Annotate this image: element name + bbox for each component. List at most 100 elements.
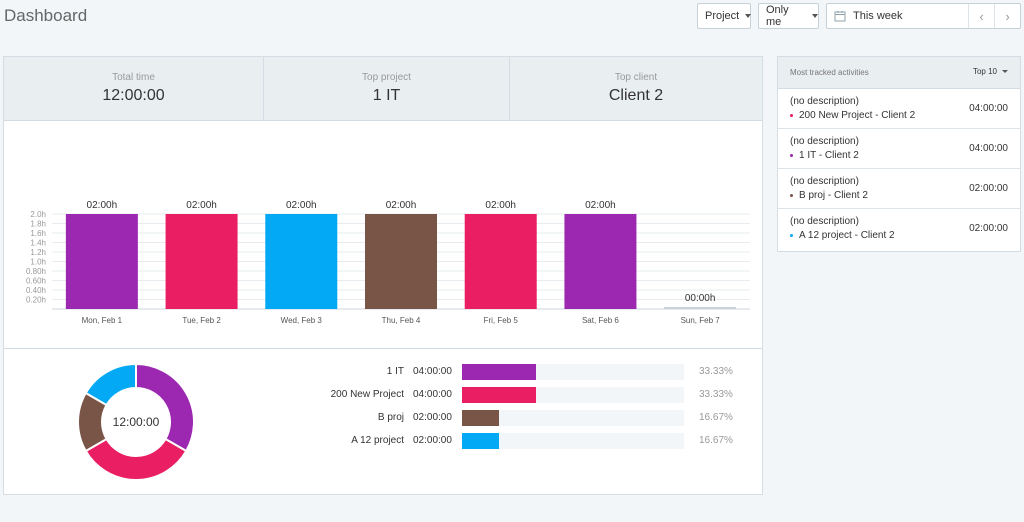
bar[interactable] (165, 214, 238, 309)
activity-item[interactable]: (no description) B proj - Client 2 02:00:0… (778, 169, 1020, 209)
project-progress-fill (462, 410, 499, 426)
y-tick-label: 0.20h (26, 296, 46, 305)
project-progress-fill (462, 433, 499, 449)
activity-description: (no description) (790, 176, 859, 187)
date-range-label: This week (853, 10, 903, 22)
stat-top-project: Top project 1 IT (264, 57, 510, 120)
y-tick-label: 0.60h (26, 277, 46, 286)
bar-value-label: 02:00h (87, 200, 118, 211)
y-tick-label: 0.40h (26, 286, 46, 295)
stat-label: Top project (362, 72, 411, 83)
bar[interactable] (265, 214, 338, 309)
project-dropdown-label: Project (705, 10, 740, 22)
daily-bar-chart: 0.20h 0.40h 0.60h 0.80h 1.0h 1.2h 1.4h 1.6h 1.8h… (4, 121, 762, 349)
project-color-dot (790, 114, 793, 117)
activity-project: 1 IT - Client 2 (790, 150, 859, 161)
x-tick-label: Sun, Feb 7 (681, 316, 721, 325)
project-color-dot (790, 194, 793, 197)
bar[interactable] (564, 214, 637, 309)
user-filter-dropdown[interactable]: Only me (758, 3, 819, 29)
project-percent: 16.67% (699, 435, 733, 446)
donut-slice[interactable] (84, 437, 188, 481)
stat-label: Total time (112, 72, 155, 83)
project-row: B proj 02:00:00 16.67% (204, 410, 744, 428)
project-progress-fill (462, 387, 536, 403)
donut-slice[interactable] (84, 362, 137, 407)
project-time: 02:00:00 (413, 435, 452, 446)
project-progress-track (462, 410, 684, 426)
bar[interactable] (464, 214, 537, 309)
user-filter-label: Only me (766, 4, 789, 28)
activity-description: (no description) (790, 96, 859, 107)
activity-project: 200 New Project - Client 2 (790, 110, 915, 121)
activities-list: (no description) 200 New Project - Client… (778, 89, 1020, 249)
caret-down-icon (812, 14, 818, 18)
x-tick-label: Wed, Feb 3 (281, 316, 323, 325)
project-progress-fill (462, 364, 536, 380)
donut-slice[interactable] (135, 362, 195, 453)
dashboard-main-card: Total time 12:00:00 Top project 1 IT Top… (3, 56, 763, 495)
activity-description: (no description) (790, 216, 859, 227)
project-color-dot (790, 154, 793, 157)
project-percent: 16.67% (699, 412, 733, 423)
bar[interactable] (65, 214, 138, 309)
bar-value-label: 02:00h (186, 200, 217, 211)
bar-value-label: 02:00h (386, 200, 417, 211)
activity-project: A 12 project - Client 2 (790, 230, 895, 241)
project-row: 200 New Project 04:00:00 33.33% (204, 387, 744, 405)
project-progress-track (462, 364, 684, 380)
activities-title: Most tracked activities (790, 68, 869, 77)
project-row: A 12 project 02:00:00 16.67% (204, 433, 744, 451)
project-progress-track (462, 387, 684, 403)
bar-value-label: 02:00h (286, 200, 317, 211)
y-tick-label: 1.2h (30, 248, 46, 257)
date-range-picker[interactable]: This week ‹ › (826, 3, 1021, 29)
y-tick-label: 1.0h (30, 258, 46, 267)
project-time: 04:00:00 (413, 366, 452, 377)
caret-down-icon (745, 14, 752, 18)
activities-header: Most tracked activities Top 10 (778, 57, 1020, 89)
top-filter-label: Top 10 (972, 67, 997, 76)
y-tick-label: 1.8h (30, 220, 46, 229)
project-progress-track (462, 433, 684, 449)
bar-value-label: 02:00h (485, 200, 516, 211)
y-tick-label: 1.6h (30, 229, 46, 238)
activity-duration: 04:00:00 (969, 103, 1008, 114)
project-name: B proj (377, 412, 404, 423)
activity-project-label: B proj - Client 2 (799, 190, 868, 201)
most-tracked-activities-card: Most tracked activities Top 10 (no descr… (777, 56, 1021, 252)
project-color-dot (790, 234, 793, 237)
activity-duration: 02:00:00 (969, 183, 1008, 194)
project-row: 1 IT 04:00:00 33.33% (204, 364, 744, 382)
activity-item[interactable]: (no description) A 12 project - Client 2 0… (778, 209, 1020, 249)
project-percent: 33.33% (699, 366, 733, 377)
donut-center-total: 12:00:00 (112, 415, 160, 429)
bar[interactable] (664, 307, 737, 309)
stat-total-time: Total time 12:00:00 (4, 57, 264, 120)
summary-stats: Total time 12:00:00 Top project 1 IT Top… (4, 57, 762, 121)
activity-item[interactable]: (no description) 1 IT - Client 2 04:00:00 (778, 129, 1020, 169)
top-filter-dropdown[interactable]: Top 10 (973, 67, 1008, 76)
activity-project-label: 200 New Project - Client 2 (799, 110, 916, 121)
bar-chart-svg: 0.20h0.40h0.60h0.80h1.0h1.2h1.4h1.6h1.8h… (26, 200, 750, 325)
chevron-left-icon[interactable]: ‹ (968, 4, 994, 28)
calendar-icon (827, 4, 853, 28)
project-percent: 33.33% (699, 389, 733, 400)
project-dropdown[interactable]: Project (697, 3, 752, 29)
chevron-right-icon[interactable]: › (994, 4, 1020, 28)
y-tick-label: 0.80h (26, 267, 46, 276)
bar-value-label: 00:00h (685, 293, 716, 304)
x-tick-label: Sat, Feb 6 (582, 316, 619, 325)
activity-project-label: A 12 project - Client 2 (799, 230, 895, 241)
bar[interactable] (365, 214, 437, 309)
stat-value: Client 2 (608, 87, 664, 104)
project-breakdown: 12:00:00 1 IT 04:00:00 33.33% 200 New Proje… (4, 350, 762, 494)
stat-label: Top client (614, 72, 658, 83)
caret-down-icon (1002, 70, 1008, 73)
activity-item[interactable]: (no description) 200 New Project - Client… (778, 89, 1020, 129)
activity-duration: 04:00:00 (969, 143, 1008, 154)
stat-top-client: Top client Client 2 (510, 57, 762, 120)
activity-description: (no description) (790, 136, 859, 147)
x-tick-label: Mon, Feb 1 (82, 316, 123, 325)
stat-value: 12:00:00 (102, 87, 165, 104)
